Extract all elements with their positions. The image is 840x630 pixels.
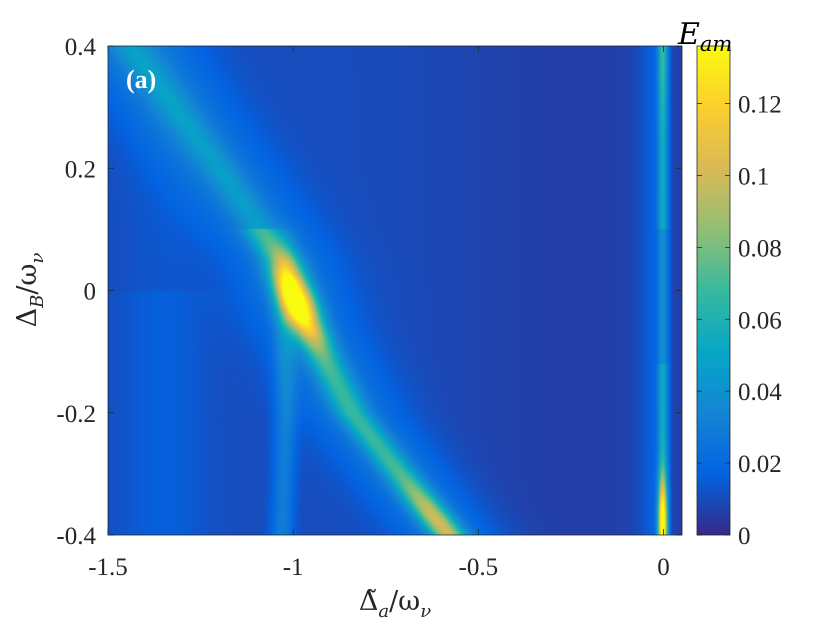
x-axis: -1.5 -1 -0.5 0	[88, 46, 670, 581]
colorbar-tick-label: 0.08	[738, 235, 782, 262]
x-axis-title: Δ̃a/ων	[359, 586, 431, 622]
y-tick-label: -0.2	[56, 401, 96, 428]
panel-label: (a)	[126, 65, 156, 94]
colorbar-title: Eam	[677, 17, 732, 56]
plot-area: -1.5 -1 -0.5 0 0.4 0.2 0 -0.2 -0.4 (a)	[56, 34, 683, 581]
colorbar-tick-label: 0.12	[738, 92, 782, 119]
colorbar-title-sub: am	[700, 32, 732, 56]
x-tick-label: -1	[283, 554, 304, 581]
y-tick-label: 0	[84, 279, 97, 306]
y-axis-title-slash: /ω	[12, 264, 43, 295]
y-axis-title-sub-nu: ν	[27, 253, 48, 264]
y-axis-title: ΔB/ων	[12, 253, 48, 328]
colorbar: 0 0.02 0.04 0.06 0.08 0.1 0.12 Eam	[677, 17, 782, 550]
x-tick-label: -0.5	[459, 554, 499, 581]
svg-text:Δ̃a/ων: Δ̃a/ων	[359, 586, 431, 622]
x-tick-label: 0	[657, 554, 670, 581]
x-tick-label: -1.5	[88, 554, 128, 581]
y-axis-title-delta: Δ	[12, 308, 43, 328]
colorbar-ticks: 0 0.02 0.04 0.06 0.08 0.1 0.12	[697, 92, 782, 550]
x-axis-title-sub-a: a	[378, 601, 389, 622]
y-tick-label: 0.4	[65, 34, 97, 61]
colorbar-tick-label: 0.04	[738, 379, 782, 406]
y-tick-label: -0.4	[56, 523, 96, 550]
x-axis-title-delta: Δ̃	[359, 586, 379, 617]
y-axis: 0.4 0.2 0 -0.2 -0.4	[56, 34, 682, 550]
x-axis-title-slash: /ω	[389, 586, 420, 617]
colorbar-tick-label: 0.02	[738, 451, 782, 478]
colorbar-tick-label: 0.06	[738, 307, 782, 334]
colorbar-tick-label: 0	[738, 523, 751, 550]
colorbar-gradient	[696, 45, 731, 536]
y-axis-title-sub-b: B	[27, 295, 48, 309]
x-axis-title-sub-nu: ν	[420, 601, 431, 622]
svg-text:ΔB/ων: ΔB/ων	[12, 253, 48, 328]
y-tick-label: 0.2	[65, 156, 96, 183]
colorbar-tick-label: 0.1	[738, 163, 769, 190]
heatmap-image	[108, 46, 682, 535]
